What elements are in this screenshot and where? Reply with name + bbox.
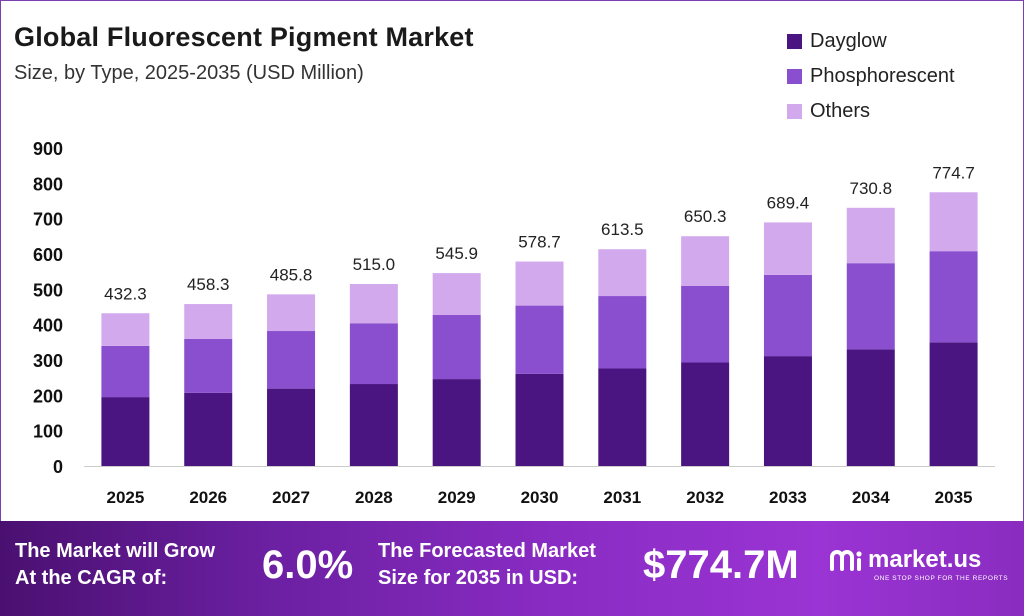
bar-total-label: 545.9 <box>435 244 478 263</box>
bar-total-label: 485.8 <box>270 265 313 284</box>
cagr-label: The Market will Grow At the CAGR of: <box>15 538 215 592</box>
bar-segment-others <box>681 236 730 286</box>
bar-segment-phosphorescent <box>101 345 150 398</box>
cagr-label-line2: At the CAGR of: <box>15 567 168 589</box>
bar-total-label: 774.7 <box>932 163 975 182</box>
x-tick-label: 2035 <box>935 488 973 507</box>
x-tick-label: 2030 <box>521 488 559 507</box>
bar-segment-phosphorescent <box>929 251 978 343</box>
forecast-value: $774.7M <box>643 543 799 587</box>
bar-total-label: 650.3 <box>684 207 727 226</box>
forecast-label-line2: Size for 2035 in USD: <box>378 567 579 589</box>
forecast-label: The Forecasted Market Size for 2035 in U… <box>378 538 596 592</box>
bar-segment-phosphorescent <box>432 314 481 380</box>
x-tick-label: 2029 <box>438 488 476 507</box>
bar-total-label: 458.3 <box>187 275 230 294</box>
bar-segment-others <box>432 273 481 315</box>
bar-segment-dayglow <box>515 373 564 466</box>
bar-segment-dayglow <box>349 384 398 466</box>
brand-logo[interactable]: market.us ONE STOP SHOP FOR THE REPORTS <box>828 545 1008 582</box>
legend-swatch-dayglow <box>787 34 802 49</box>
bar-total-label: 613.5 <box>601 220 644 239</box>
y-tick-label: 700 <box>33 210 63 230</box>
chart-subtitle: Size, by Type, 2025-2035 (USD Million) <box>14 62 364 84</box>
x-tick-label: 2025 <box>106 488 144 507</box>
bar-segment-dayglow <box>846 349 895 466</box>
y-tick-label: 200 <box>33 386 63 406</box>
bar-segment-others <box>846 207 895 264</box>
bar-total-label: 432.3 <box>104 284 147 303</box>
bar-segment-dayglow <box>763 356 812 466</box>
y-tick-label: 0 <box>53 457 63 477</box>
bar-segment-dayglow <box>184 392 233 466</box>
x-tick-label: 2033 <box>769 488 807 507</box>
bar-segment-others <box>349 284 398 324</box>
bar-total-label: 689.4 <box>767 193 810 212</box>
legend-item-others: Others <box>787 94 955 129</box>
bar-segment-others <box>101 313 150 346</box>
bar-segment-dayglow <box>598 368 647 466</box>
legend-item-dayglow: Dayglow <box>787 24 955 59</box>
bar-total-label: 730.8 <box>849 179 892 198</box>
x-tick-label: 2028 <box>355 488 393 507</box>
bar-segment-dayglow <box>432 379 481 466</box>
y-tick-label: 400 <box>33 316 63 336</box>
bar-segment-dayglow <box>929 342 978 466</box>
bar-segment-phosphorescent <box>349 323 398 385</box>
bar-segment-others <box>929 192 978 252</box>
brand-name: market.us <box>868 546 982 573</box>
bar-segment-dayglow <box>101 397 150 466</box>
legend-label-others: Others <box>810 100 871 122</box>
cagr-label-line1: The Market will Grow <box>15 540 216 562</box>
bar-total-label: 515.0 <box>353 255 396 274</box>
cagr-value: 6.0% <box>262 543 354 587</box>
y-tick-label: 800 <box>33 174 63 194</box>
bar-segment-phosphorescent <box>598 296 647 369</box>
bar-segment-phosphorescent <box>763 274 812 357</box>
brand-tagline: ONE STOP SHOP FOR THE REPORTS <box>874 575 1009 582</box>
x-tick-label: 2034 <box>852 488 890 507</box>
y-tick-label: 100 <box>33 422 63 442</box>
y-tick-label: 300 <box>33 351 63 371</box>
bar-segment-phosphorescent <box>681 285 730 363</box>
chart-title: Global Fluorescent Pigment Market <box>14 22 474 52</box>
bar-segment-others <box>267 294 316 332</box>
bar-segment-others <box>184 304 233 339</box>
legend-label-phosphorescent: Phosphorescent <box>810 65 955 87</box>
bar-total-label: 578.7 <box>518 233 561 252</box>
x-tick-label: 2027 <box>272 488 310 507</box>
bar-segment-others <box>763 222 812 275</box>
y-tick-label: 500 <box>33 280 63 300</box>
legend-swatch-others <box>787 104 802 119</box>
x-tick-label: 2031 <box>603 488 641 507</box>
bar-segment-dayglow <box>267 388 316 466</box>
bar-segment-phosphorescent <box>515 305 564 374</box>
bar-segment-phosphorescent <box>184 338 233 393</box>
legend-item-phosphorescent: Phosphorescent <box>787 59 955 94</box>
bar-segment-others <box>598 249 647 297</box>
forecast-label-line1: The Forecasted Market <box>378 540 596 562</box>
chart-legend: Dayglow Phosphorescent Others <box>787 24 955 129</box>
legend-label-dayglow: Dayglow <box>810 30 887 52</box>
bar-segment-dayglow <box>681 362 730 466</box>
summary-banner: The Market will Grow At the CAGR of: 6.0… <box>0 521 1024 616</box>
y-tick-label: 900 <box>33 139 63 159</box>
bar-segment-phosphorescent <box>846 263 895 350</box>
legend-swatch-phosphorescent <box>787 69 802 84</box>
bar-segment-phosphorescent <box>267 331 316 389</box>
bar-segment-others <box>515 261 564 306</box>
stacked-bar-chart: 0 100 200 300 400 500 600 700 800 900 432.3 2025 458… <box>33 139 995 507</box>
x-tick-label: 2032 <box>686 488 724 507</box>
market-us-logo-icon <box>830 550 862 571</box>
y-tick-label: 600 <box>33 245 63 265</box>
x-tick-label: 2026 <box>189 488 227 507</box>
